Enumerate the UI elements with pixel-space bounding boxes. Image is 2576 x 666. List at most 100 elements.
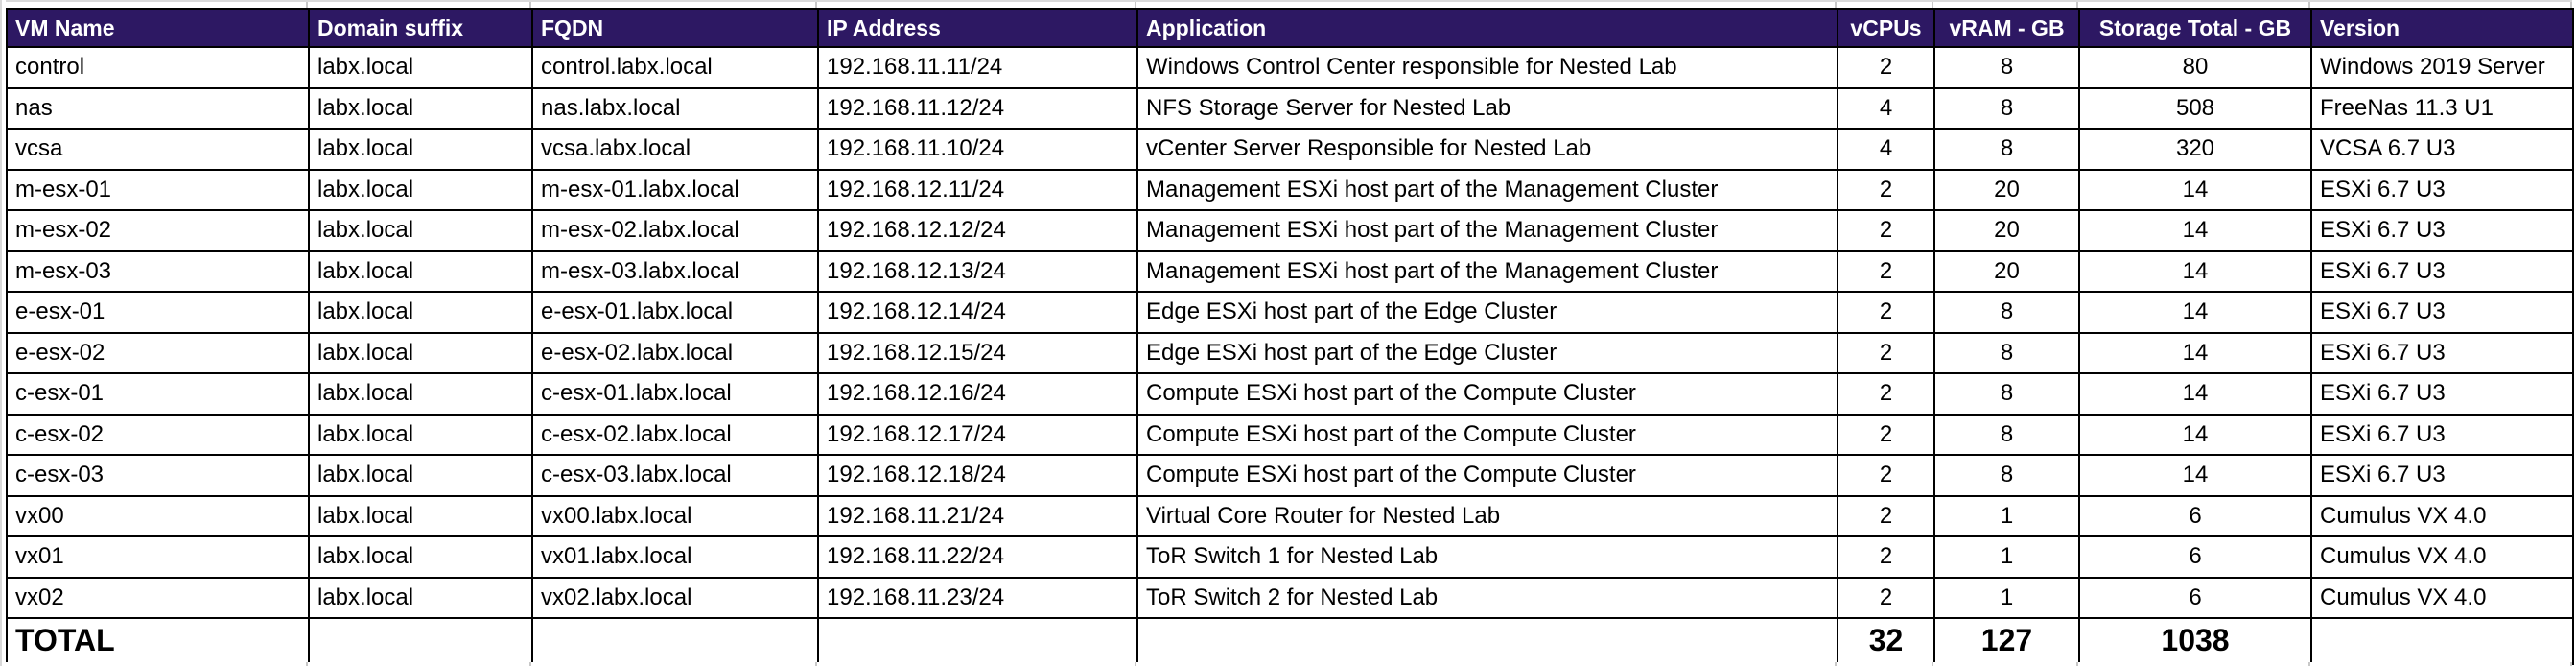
cell-vcpus[interactable]: 2 — [1837, 168, 1935, 211]
cell-vm-name[interactable]: m-esx-03 — [6, 250, 310, 293]
cell-application[interactable]: Management ESXi host part of the Managem… — [1136, 209, 1838, 252]
cell-application[interactable]: ToR Switch 1 for Nested Lab — [1136, 535, 1838, 579]
column-header-fqdn[interactable]: FQDN — [531, 8, 819, 48]
cell-vram-gb[interactable]: 20 — [1933, 209, 2080, 252]
cell-vcpus[interactable]: 2 — [1837, 576, 1935, 619]
cell-version[interactable]: Cumulus VX 4.0 — [2310, 494, 2574, 537]
cell-vm-name[interactable]: c-esx-03 — [6, 454, 310, 497]
cell-storage-total-gb[interactable]: 14 — [2078, 209, 2312, 252]
cell-vm-name[interactable]: vx02 — [6, 576, 310, 619]
cell-domain-suffix[interactable]: labx.local — [308, 494, 533, 537]
total-empty[interactable] — [2310, 617, 2574, 664]
cell-vcpus[interactable]: 2 — [1837, 209, 1935, 252]
total-label[interactable]: TOTAL — [6, 617, 310, 664]
cell-domain-suffix[interactable]: labx.local — [308, 291, 533, 334]
cell-vm-name[interactable]: vx01 — [6, 535, 310, 579]
cell-storage-total-gb[interactable]: 508 — [2078, 86, 2312, 130]
cell-storage-total-gb[interactable]: 14 — [2078, 454, 2312, 497]
cell-version[interactable]: ESXi 6.7 U3 — [2310, 331, 2574, 374]
cell-vcpus[interactable]: 2 — [1837, 535, 1935, 579]
cell-ip-address[interactable]: 192.168.12.11/24 — [817, 168, 1138, 211]
cell-version[interactable]: Windows 2019 Server — [2310, 46, 2574, 89]
cell-vcpus[interactable]: 4 — [1837, 86, 1935, 130]
cell-vm-name[interactable]: e-esx-02 — [6, 331, 310, 374]
cell-vram-gb[interactable]: 8 — [1933, 46, 2080, 89]
cell-storage-total-gb[interactable]: 6 — [2078, 535, 2312, 579]
total-vram[interactable]: 127 — [1933, 617, 2080, 664]
cell-fqdn[interactable]: nas.labx.local — [531, 86, 819, 130]
cell-fqdn[interactable]: e-esx-01.labx.local — [531, 291, 819, 334]
cell-vram-gb[interactable]: 8 — [1933, 372, 2080, 416]
cell-vm-name[interactable]: vx00 — [6, 494, 310, 537]
cell-vram-gb[interactable]: 8 — [1933, 454, 2080, 497]
cell-ip-address[interactable]: 192.168.11.22/24 — [817, 535, 1138, 579]
cell-ip-address[interactable]: 192.168.12.15/24 — [817, 331, 1138, 374]
cell-vm-name[interactable]: nas — [6, 86, 310, 130]
cell-storage-total-gb[interactable]: 320 — [2078, 128, 2312, 171]
cell-application[interactable]: Compute ESXi host part of the Compute Cl… — [1136, 454, 1838, 497]
column-header-storage-total-gb[interactable]: Storage Total - GB — [2078, 8, 2312, 48]
cell-ip-address[interactable]: 192.168.11.21/24 — [817, 494, 1138, 537]
cell-fqdn[interactable]: m-esx-01.labx.local — [531, 168, 819, 211]
cell-version[interactable]: ESXi 6.7 U3 — [2310, 413, 2574, 456]
cell-application[interactable]: NFS Storage Server for Nested Lab — [1136, 86, 1838, 130]
cell-version[interactable]: FreeNas 11.3 U1 — [2310, 86, 2574, 130]
cell-domain-suffix[interactable]: labx.local — [308, 535, 533, 579]
cell-ip-address[interactable]: 192.168.11.10/24 — [817, 128, 1138, 171]
cell-vm-name[interactable]: c-esx-01 — [6, 372, 310, 416]
cell-vram-gb[interactable]: 8 — [1933, 128, 2080, 171]
cell-vm-name[interactable]: m-esx-02 — [6, 209, 310, 252]
cell-storage-total-gb[interactable]: 14 — [2078, 291, 2312, 334]
cell-version[interactable]: Cumulus VX 4.0 — [2310, 576, 2574, 619]
column-header-version[interactable]: Version — [2310, 8, 2574, 48]
cell-application[interactable]: Compute ESXi host part of the Compute Cl… — [1136, 372, 1838, 416]
cell-storage-total-gb[interactable]: 14 — [2078, 250, 2312, 293]
cell-ip-address[interactable]: 192.168.11.23/24 — [817, 576, 1138, 619]
cell-storage-total-gb[interactable]: 6 — [2078, 576, 2312, 619]
cell-fqdn[interactable]: vx01.labx.local — [531, 535, 819, 579]
cell-application[interactable]: Virtual Core Router for Nested Lab — [1136, 494, 1838, 537]
cell-application[interactable]: Edge ESXi host part of the Edge Cluster — [1136, 331, 1838, 374]
cell-application[interactable]: Windows Control Center responsible for N… — [1136, 46, 1838, 89]
cell-application[interactable]: Compute ESXi host part of the Compute Cl… — [1136, 413, 1838, 456]
cell-fqdn[interactable]: m-esx-02.labx.local — [531, 209, 819, 252]
cell-vm-name[interactable]: control — [6, 46, 310, 89]
cell-vm-name[interactable]: c-esx-02 — [6, 413, 310, 456]
cell-vcpus[interactable]: 2 — [1837, 291, 1935, 334]
total-empty[interactable] — [817, 617, 1138, 664]
cell-vm-name[interactable]: e-esx-01 — [6, 291, 310, 334]
cell-vcpus[interactable]: 2 — [1837, 372, 1935, 416]
cell-vram-gb[interactable]: 8 — [1933, 331, 2080, 374]
cell-fqdn[interactable]: c-esx-01.labx.local — [531, 372, 819, 416]
cell-domain-suffix[interactable]: labx.local — [308, 576, 533, 619]
cell-domain-suffix[interactable]: labx.local — [308, 413, 533, 456]
cell-vram-gb[interactable]: 1 — [1933, 535, 2080, 579]
cell-storage-total-gb[interactable]: 14 — [2078, 331, 2312, 374]
cell-vram-gb[interactable]: 20 — [1933, 168, 2080, 211]
cell-domain-suffix[interactable]: labx.local — [308, 46, 533, 89]
cell-vram-gb[interactable]: 8 — [1933, 86, 2080, 130]
cell-fqdn[interactable]: control.labx.local — [531, 46, 819, 89]
cell-vcpus[interactable]: 2 — [1837, 454, 1935, 497]
cell-domain-suffix[interactable]: labx.local — [308, 250, 533, 293]
total-empty[interactable] — [531, 617, 819, 664]
cell-ip-address[interactable]: 192.168.12.12/24 — [817, 209, 1138, 252]
cell-fqdn[interactable]: vx00.labx.local — [531, 494, 819, 537]
cell-version[interactable]: ESXi 6.7 U3 — [2310, 372, 2574, 416]
cell-version[interactable]: ESXi 6.7 U3 — [2310, 454, 2574, 497]
cell-application[interactable]: Management ESXi host part of the Managem… — [1136, 168, 1838, 211]
cell-vcpus[interactable]: 2 — [1837, 494, 1935, 537]
column-header-vram-gb[interactable]: vRAM - GB — [1933, 8, 2080, 48]
cell-vram-gb[interactable]: 20 — [1933, 250, 2080, 293]
column-header-vm-name[interactable]: VM Name — [6, 8, 310, 48]
cell-vcpus[interactable]: 2 — [1837, 331, 1935, 374]
cell-domain-suffix[interactable]: labx.local — [308, 86, 533, 130]
cell-version[interactable]: VCSA 6.7 U3 — [2310, 128, 2574, 171]
cell-ip-address[interactable]: 192.168.12.17/24 — [817, 413, 1138, 456]
cell-vram-gb[interactable]: 8 — [1933, 413, 2080, 456]
cell-vcpus[interactable]: 4 — [1837, 128, 1935, 171]
total-empty[interactable] — [308, 617, 533, 664]
cell-domain-suffix[interactable]: labx.local — [308, 331, 533, 374]
cell-domain-suffix[interactable]: labx.local — [308, 128, 533, 171]
cell-vcpus[interactable]: 2 — [1837, 46, 1935, 89]
